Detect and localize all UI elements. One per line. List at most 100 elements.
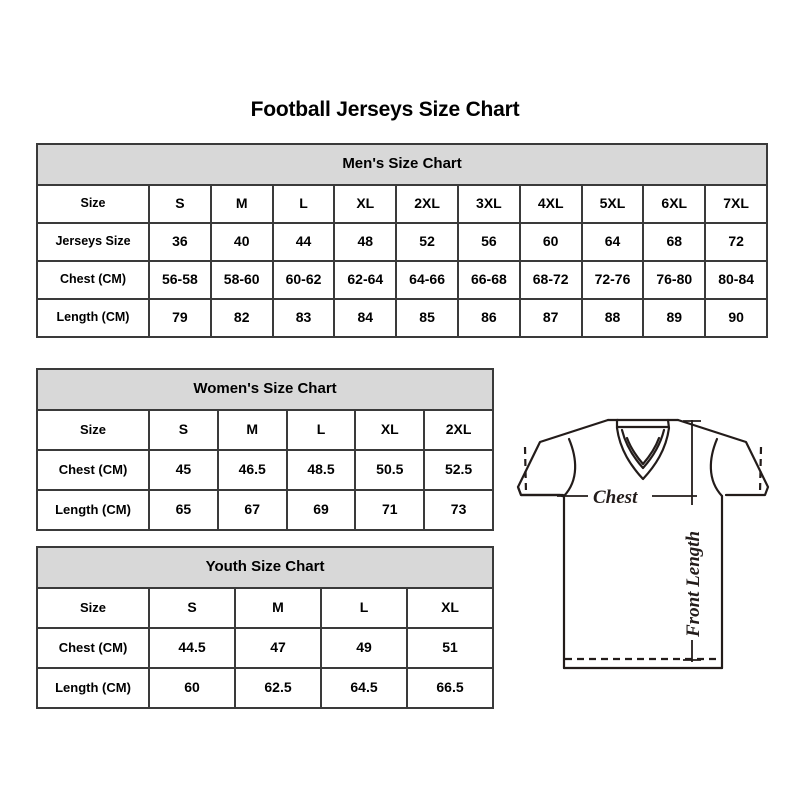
youth-table-title: Youth Size Chart [35,546,495,589]
table-cell: 52 [395,222,459,262]
column-header-m: M [216,409,288,451]
row-label-length-cm: Length (CM) [36,298,150,338]
table-row: Length (CM) 65 67 69 71 73 [36,489,494,531]
table-cell: 89 [642,298,707,338]
row-label-jerseys-size: Jerseys Size [36,222,150,262]
table-row: Chest (CM) 56-58 58-60 60-62 62-64 64-66… [36,260,769,300]
table-title-row: Women's Size Chart [36,368,494,411]
table-cell: 64-66 [395,260,459,300]
table-cell: 68-72 [518,260,583,300]
column-header-s: S [148,184,212,224]
table-cell: 60-62 [271,260,336,300]
table-cell: 44 [271,222,336,262]
table-cell: 50.5 [354,449,426,491]
column-header-xl: XL [333,184,398,224]
table-row: Chest (CM) 45 46.5 48.5 50.5 52.5 [36,449,494,491]
table-cell: 90 [704,298,769,338]
table-cell: 73 [423,489,494,531]
column-header-size: Size [36,409,150,451]
table-cell: 60 [148,667,236,709]
column-header-xl: XL [405,587,495,629]
column-header-size: Size [36,587,150,629]
column-header-4xl: 4XL [518,184,583,224]
column-header-m: M [234,587,322,629]
table-header-row: Size S M L XL 2XL [36,409,494,451]
column-header-2xl: 2XL [395,184,459,224]
table-title-row: Youth Size Chart [35,546,495,589]
table-cell: 60 [518,222,583,262]
column-header-6xl: 6XL [642,184,707,224]
front-length-dimension-label: Front Length [683,531,704,638]
column-header-5xl: 5XL [580,184,645,224]
table-cell: 82 [209,298,274,338]
table-cell: 85 [395,298,459,338]
table-cell: 72 [704,222,769,262]
column-header-size: Size [36,184,150,224]
womens-size-chart-table: Women's Size Chart Size S M L XL 2XL Che… [36,368,494,531]
table-cell: 71 [354,489,426,531]
table-cell: 87 [518,298,583,338]
table-cell: 45 [148,449,219,491]
table-cell: 58-60 [209,260,274,300]
table-cell: 86 [456,298,521,338]
table-cell: 83 [271,298,336,338]
column-header-m: M [209,184,274,224]
table-cell: 44.5 [148,627,236,669]
column-header-l: L [320,587,408,629]
table-row: Length (CM) 60 62.5 64.5 66.5 [36,667,495,709]
table-title-row: Men's Size Chart [35,143,769,186]
table-cell: 51 [405,627,495,669]
column-header-l: L [285,409,357,451]
table-row: Length (CM) 79 82 83 84 85 86 87 88 89 9… [36,298,769,338]
row-label-chest-cm: Chest (CM) [36,627,150,669]
table-cell: 65 [148,489,219,531]
womens-table-title: Women's Size Chart [36,368,494,411]
table-cell: 56-58 [148,260,212,300]
table-cell: 66-68 [456,260,521,300]
row-label-length-cm: Length (CM) [36,667,150,709]
table-cell: 52.5 [423,449,494,491]
table-cell: 84 [333,298,398,338]
column-header-l: L [271,184,336,224]
column-header-2xl: 2XL [423,409,494,451]
table-cell: 48.5 [285,449,357,491]
table-cell: 48 [333,222,398,262]
table-cell: 46.5 [216,449,288,491]
table-cell: 66.5 [405,667,495,709]
table-cell: 88 [580,298,645,338]
table-cell: 72-76 [580,260,645,300]
mens-size-chart-table: Men's Size Chart Size S M L XL 2XL 3XL 4… [35,143,769,338]
table-cell: 47 [234,627,322,669]
column-header-s: S [148,409,219,451]
table-cell: 62-64 [333,260,398,300]
column-header-xl: XL [354,409,426,451]
table-cell: 62.5 [234,667,322,709]
row-label-length-cm: Length (CM) [36,489,150,531]
table-cell: 36 [148,222,212,262]
table-cell: 40 [209,222,274,262]
table-cell: 64 [580,222,645,262]
table-cell: 64.5 [320,667,408,709]
row-label-chest-cm: Chest (CM) [36,260,150,300]
table-cell: 69 [285,489,357,531]
table-row: Chest (CM) 44.5 47 49 51 [36,627,495,669]
youth-size-chart-table: Youth Size Chart Size S M L XL Chest (CM… [35,546,495,709]
page-title: Football Jerseys Size Chart [250,98,520,121]
table-cell: 49 [320,627,408,669]
table-header-row: Size S M L XL 2XL 3XL 4XL 5XL 6XL 7XL [36,184,769,224]
row-label-chest-cm: Chest (CM) [36,449,150,491]
mens-table-title: Men's Size Chart [35,143,769,186]
table-cell: 79 [148,298,212,338]
column-header-3xl: 3XL [456,184,521,224]
jersey-measurement-diagram: Chest Front Length [500,400,786,690]
table-header-row: Size S M L XL [36,587,495,629]
column-header-s: S [148,587,236,629]
table-cell: 76-80 [642,260,707,300]
table-row: Jerseys Size 36 40 44 48 52 56 60 64 68 … [36,222,769,262]
table-cell: 56 [456,222,521,262]
column-header-7xl: 7XL [704,184,769,224]
table-cell: 67 [216,489,288,531]
table-cell: 80-84 [704,260,769,300]
table-cell: 68 [642,222,707,262]
chest-dimension-label: Chest [593,487,638,508]
